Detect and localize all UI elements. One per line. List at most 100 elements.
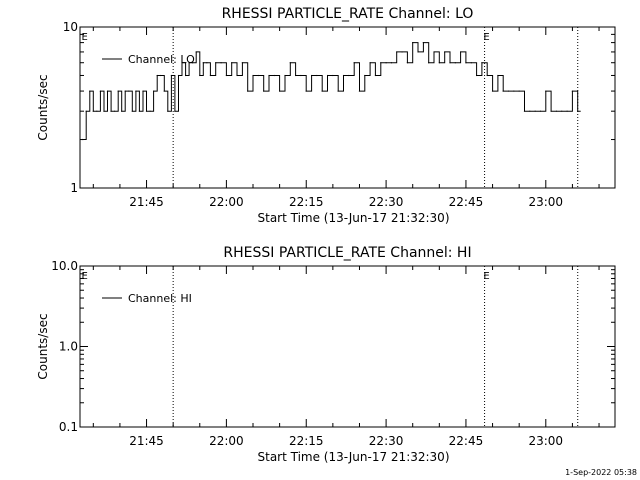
panel-1-data-point — [257, 74, 259, 77]
panel-1-data-point — [294, 74, 297, 77]
panel-2-x-tick-label: 22:30 — [369, 434, 404, 448]
panel-1-x-tick-label: 21:45 — [129, 195, 164, 209]
panel-2-y-axis-label: Counts/sec — [36, 313, 50, 379]
panel-1-data-point — [513, 90, 515, 92]
panel-1-data-point — [188, 62, 190, 64]
panel-1-data-point — [332, 74, 334, 77]
panel-1-data-point — [550, 110, 552, 112]
panel-1-data-point — [192, 62, 194, 64]
panel-1-y-tick-label: 1 — [70, 181, 78, 195]
panel-1-data-point — [263, 90, 265, 92]
panel-1-data-point — [273, 74, 275, 77]
panel-1-data-point — [106, 90, 109, 92]
panel-1-data-point — [534, 110, 536, 112]
panel-1-data-point — [215, 62, 217, 64]
panel-1-data-point — [121, 110, 123, 112]
panel-1-data-point — [545, 90, 547, 92]
panel-1-data-point — [138, 110, 141, 112]
panel-1-data-point — [412, 42, 414, 44]
panel-1-data-point — [177, 74, 180, 77]
panel-1-data-point — [518, 90, 520, 92]
panel-1-data-point — [321, 90, 323, 92]
panel-1-data-point — [284, 74, 286, 77]
panel-1-data-point — [326, 74, 329, 77]
panel-1-data-point — [470, 62, 472, 64]
panel-1-data-point — [481, 62, 483, 64]
panel-1-data-point — [555, 110, 558, 112]
panel-1-data-point — [465, 62, 467, 64]
panel-1-data-point — [135, 90, 137, 92]
panel-1-data-point — [475, 74, 478, 77]
panel-1-series-line-1 — [82, 42, 581, 140]
panel-1-data-point — [316, 74, 318, 77]
panel-1-data-point — [491, 90, 494, 92]
panel-1-y-axis-label: Counts/sec — [36, 74, 50, 140]
panel-1-data-point — [167, 110, 169, 112]
panel-1-data-point — [241, 62, 243, 64]
panel-1-data-point — [128, 90, 130, 92]
panel-1-data-point — [390, 62, 393, 64]
panel-1-x-axis-label: Start Time (13-Jun-17 21:32:30) — [258, 211, 450, 225]
panel-1-data-point — [181, 62, 183, 64]
panel-1-data-point — [507, 90, 510, 92]
panel-1-data-point — [374, 74, 377, 77]
panel-1-data-point — [149, 110, 151, 112]
panel-1-data-point — [170, 74, 172, 77]
panel-1-data-point — [174, 110, 176, 112]
panel-1-data-point — [305, 90, 307, 92]
panel-1-data-point — [401, 51, 403, 53]
panel-1-data-point — [202, 62, 204, 64]
panel-2-x-axis-label: Start Time (13-Jun-17 21:32:30) — [258, 450, 450, 464]
panel-1-data-point — [577, 110, 579, 112]
panel-1-data-point — [156, 74, 158, 77]
panel-1-data-point — [460, 51, 462, 53]
panel-1-data-point — [96, 110, 98, 112]
panel-1-data-point — [348, 74, 350, 77]
panel-1-data-point — [486, 74, 488, 77]
panel-1-x-tick-label: 22:00 — [209, 195, 244, 209]
panel-1-data-point — [268, 74, 270, 77]
panel-1-data-point — [523, 110, 526, 112]
panel-1-data-point — [337, 90, 339, 92]
panel-1-data-point — [438, 62, 440, 64]
panel-1-data-point — [289, 62, 291, 64]
panel-2-y-tick-label: 1.0 — [59, 340, 78, 354]
panel-1-data-point — [89, 90, 91, 92]
panel-1-data-point — [160, 74, 162, 77]
panel-1-data-point — [117, 90, 119, 92]
panel-1-data-point — [449, 62, 451, 64]
panel-2-x-tick-label: 22:15 — [289, 434, 324, 448]
panel-1-data-point — [279, 90, 281, 92]
panel-1-data-point — [342, 74, 345, 77]
panel-2-plot-frame — [79, 265, 616, 428]
panel-1-data-point — [433, 51, 435, 53]
panel-1-data-point — [247, 90, 249, 92]
panel-1-data-point — [300, 74, 302, 77]
panel-1-data-point — [252, 74, 254, 77]
panel-1-data-point — [142, 90, 144, 92]
panel-1-data-point — [99, 90, 102, 92]
panel-1-chart-title: RHESSI PARTICLE_RATE Channel: LO — [222, 6, 474, 22]
panel-1-data-point — [145, 110, 148, 112]
panel-2-x-tick-label: 23:00 — [528, 434, 563, 448]
panel-1-data-point — [566, 110, 568, 112]
panel-1-data-point — [406, 62, 408, 64]
panel-1-event-marker-label: E — [483, 32, 489, 43]
panel-1-data-point — [396, 51, 398, 53]
panel-1-data-point — [529, 110, 531, 112]
panel-1-data-point — [358, 90, 361, 92]
panel-2-y-tick-label: 0.1 — [59, 420, 78, 434]
panel-1-data-point — [153, 90, 155, 92]
panel-1-data-point — [124, 90, 126, 92]
panel-2-x-tick-label: 22:00 — [209, 434, 244, 448]
panel-2-event-marker-label: E — [81, 271, 87, 282]
panel-1-data-point — [195, 51, 197, 53]
panel-1-data-point — [369, 62, 371, 64]
panel-1-data-point — [82, 138, 84, 141]
panel-1-data-point — [184, 74, 187, 77]
panel-1-data-point — [385, 62, 387, 64]
panel-1-plot-frame — [79, 26, 616, 189]
panel-1-data-point — [114, 110, 116, 112]
panel-2-event-marker-label: E — [483, 271, 489, 282]
